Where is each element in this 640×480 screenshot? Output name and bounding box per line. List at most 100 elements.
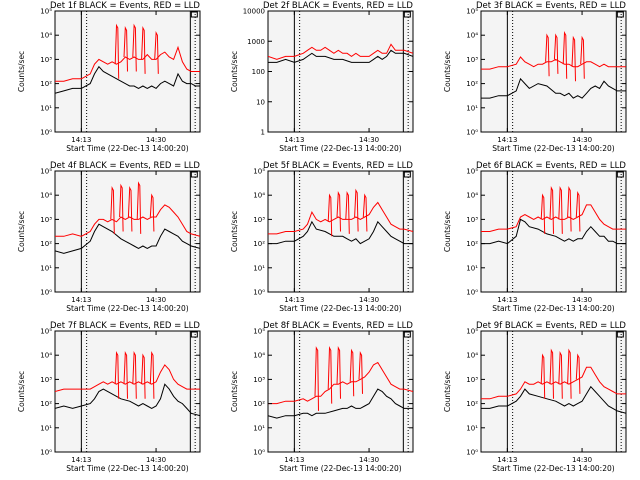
y-tick-label: 10¹ [466, 424, 478, 432]
lld-spike [558, 186, 563, 234]
y-tick-label: 10⁵ [253, 328, 265, 336]
y-tick-label: 10⁵ [40, 328, 52, 336]
x-axis-label: Start Time (22-Dec-13 14:00:20) [279, 304, 401, 313]
panel-title: Det 3f BLACK = Events, RED = LLD [476, 1, 626, 11]
x-tick-label: 14:30 [572, 296, 592, 304]
y-tick-label: 10² [40, 80, 52, 88]
x-tick-label: 14:30 [572, 136, 592, 144]
x-tick-label: 14:13 [71, 136, 91, 144]
y-tick-label: 10³ [466, 376, 478, 384]
series-events-line [268, 388, 413, 419]
y-tick-label: 10³ [40, 376, 52, 384]
panel-3: Det 3f BLACK = Events, RED = LLD 10⁰ 10¹ 10… [443, 1, 627, 153]
series-lld-line [55, 204, 200, 237]
series-group [481, 186, 626, 245]
series-events-line [481, 385, 626, 414]
x-axis-label: Start Time (22-Dec-13 14:00:20) [66, 464, 188, 473]
series-group [268, 43, 413, 63]
y-tick-label: 10¹ [466, 264, 478, 272]
marker-flag [403, 331, 411, 338]
y-tick-label: 10⁵ [466, 328, 478, 336]
lld-spike [127, 186, 133, 232]
y-axis-label: Counts/sec [17, 51, 26, 92]
y-tick-label: 10¹ [253, 424, 265, 432]
panel-6: Det 6f BLACK = Events, RED = LLD 10⁰ 10¹ 10… [443, 161, 627, 313]
y-tick-label: 10⁴ [466, 32, 478, 40]
lld-spike [549, 186, 554, 234]
y-tick-label: 10³ [466, 56, 478, 64]
x-tick-label: 14:13 [284, 296, 304, 304]
x-tick-label: 14:30 [146, 456, 166, 464]
y-tick-label: 10³ [40, 56, 52, 64]
y-tick-label: 10² [40, 400, 52, 408]
y-tick-label: 10⁴ [466, 192, 478, 200]
y-tick-label: 10⁰ [466, 129, 478, 137]
y-tick-label: 10⁵ [253, 168, 265, 176]
y-tick-label: 1 [261, 129, 265, 137]
x-tick-label: 14:13 [497, 296, 517, 304]
y-tick-label: 10² [253, 240, 265, 248]
panel-8: Det 8f BLACK = Events, RED = LLD 10⁰ 10¹ 10… [230, 321, 414, 473]
lld-spike [149, 350, 155, 399]
panel-title: Det 6f BLACK = Events, RED = LLD [476, 161, 626, 171]
lld-spike [345, 190, 350, 234]
x-tick-label: 14:30 [359, 296, 379, 304]
series-group [55, 181, 200, 254]
lld-spike [114, 350, 120, 399]
marker-flag [616, 11, 624, 18]
y-tick-label: 100 [252, 68, 265, 76]
marker-flag [403, 171, 411, 178]
panel-5: Det 5f BLACK = Events, RED = LLD 10⁰ 10¹ 10… [230, 161, 414, 313]
series-lld-line [55, 364, 200, 392]
x-axis-label: Start Time (22-Dec-13 14:00:20) [492, 464, 614, 473]
marker-flag [190, 171, 198, 178]
x-tick-label: 14:13 [71, 296, 91, 304]
lld-spike [358, 350, 363, 394]
panel-title: Det 9f BLACK = Events, RED = LLD [476, 321, 626, 331]
lld-spike [141, 353, 146, 399]
lld-spike [119, 183, 124, 232]
x-tick-label: 14:30 [359, 456, 379, 464]
panel-9: Det 9f BLACK = Events, RED = LLD 10⁰ 10¹ 10… [443, 321, 627, 473]
y-tick-label: 10⁴ [40, 352, 52, 360]
series-lld-line [481, 56, 626, 70]
panel-2: Det 2f BLACK = Events, RED = LLD 1 10 100 10… [230, 1, 414, 153]
series-lld-line [481, 366, 626, 400]
marker-flag [616, 331, 624, 338]
lld-spike [362, 193, 368, 232]
panel-7: Det 7f BLACK = Events, RED = LLD 10⁰ 10¹ 10… [17, 321, 201, 473]
y-tick-label: 10⁴ [40, 32, 52, 40]
y-tick-label: 1000 [247, 38, 265, 46]
y-tick-label: 10¹ [40, 104, 52, 112]
lld-spike [327, 345, 333, 404]
x-tick-label: 14:30 [146, 136, 166, 144]
y-tick-label: 10⁰ [40, 449, 52, 457]
panel-4: Det 4f BLACK = Events, RED = LLD 10⁰ 10¹ 10… [17, 161, 201, 313]
plot-area [267, 10, 414, 133]
y-tick-label: 10⁵ [466, 168, 478, 176]
y-axis-label: Counts/sec [443, 371, 452, 412]
y-tick-label: 10⁰ [253, 449, 265, 457]
lld-spike [540, 193, 546, 234]
lld-spike [123, 350, 128, 399]
lld-spike [314, 346, 319, 411]
series-events-line [268, 49, 413, 63]
y-tick-label: 10¹ [40, 264, 52, 272]
series-events-line [55, 65, 200, 94]
lld-spike [110, 186, 115, 234]
y-tick-label: 10⁰ [466, 449, 478, 457]
y-tick-label: 10¹ [466, 104, 478, 112]
series-lld-line [268, 43, 413, 60]
y-tick-label: 10³ [40, 216, 52, 224]
lld-spike [141, 26, 146, 74]
x-axis-label: Start Time (22-Dec-13 14:00:20) [492, 304, 614, 313]
panel-title: Det 8f BLACK = Events, RED = LLD [263, 321, 413, 331]
y-tick-label: 10³ [466, 216, 478, 224]
lld-spike [549, 348, 554, 399]
y-tick-label: 10⁴ [40, 192, 52, 200]
panel-title: Det 1f BLACK = Events, RED = LLD [50, 1, 200, 11]
lld-spike [349, 348, 355, 397]
y-axis-label: Counts/sec [230, 211, 239, 252]
x-tick-label: 14:13 [497, 136, 517, 144]
